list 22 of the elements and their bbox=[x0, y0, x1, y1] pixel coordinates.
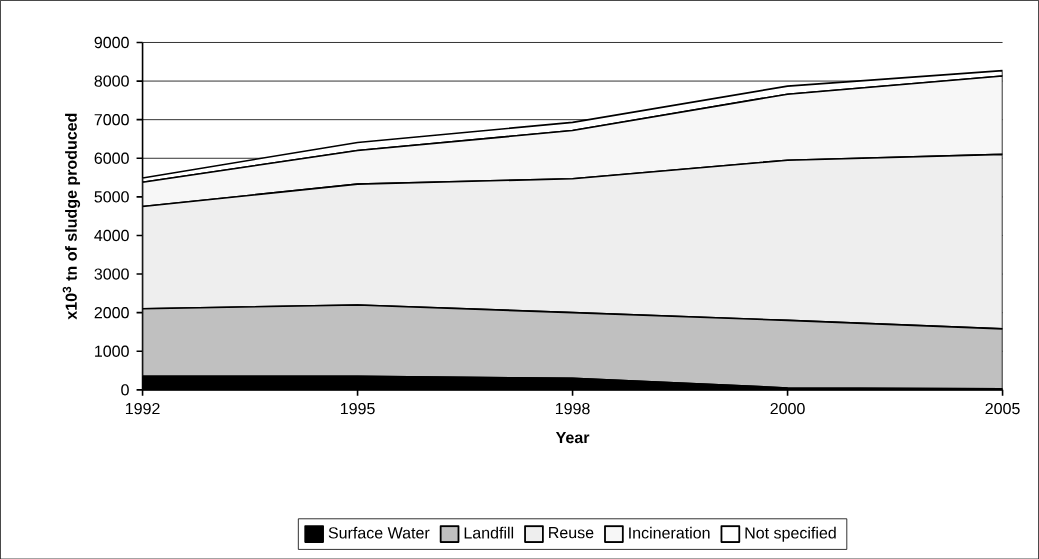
y-tick-label: 3000 bbox=[94, 268, 129, 280]
legend-label: Incineration bbox=[629, 526, 710, 539]
legend-label: Surface Water bbox=[328, 526, 430, 539]
y-tick-label: 5000 bbox=[94, 190, 129, 203]
legend-label: Landfill bbox=[464, 526, 514, 539]
y-tick-label: 4000 bbox=[94, 229, 129, 241]
x-axis-title: Year bbox=[555, 431, 590, 443]
legend-label: Not specified bbox=[745, 526, 836, 542]
y-tick-label: 1000 bbox=[95, 345, 129, 357]
x-tick-label: 1992 bbox=[125, 402, 160, 415]
y-axis-title: x10$^{3}$ tn of sludge produced bbox=[62, 113, 81, 320]
x-tick-label: 1995 bbox=[340, 402, 375, 415]
x-tick-label: 2005 bbox=[985, 402, 1020, 415]
legend-label: Reuse bbox=[549, 526, 594, 539]
y-tick-label: 2000 bbox=[94, 306, 129, 319]
y-tick-label: 8000 bbox=[94, 75, 129, 87]
y-tick-label: 9000 bbox=[94, 36, 129, 48]
x-tick-label: 1998 bbox=[555, 402, 590, 415]
y-tick-label: 6000 bbox=[94, 152, 129, 164]
x-tick-label: 2000 bbox=[770, 402, 805, 415]
y-tick-label: 0 bbox=[121, 383, 129, 396]
y-tick-label: 7000 bbox=[94, 113, 129, 126]
